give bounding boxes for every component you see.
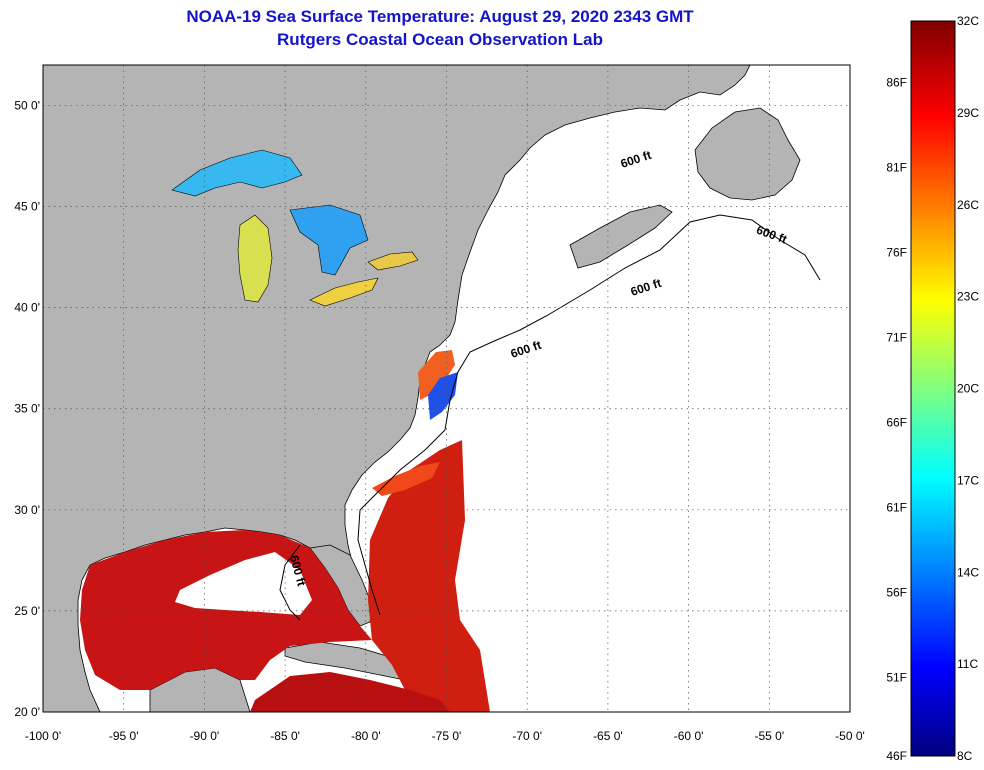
longitude-tick-labels: -100 0' -95 0' -90 0' -85 0' -80 0' -75 0' -70… [25,729,865,743]
colorbar-celsius-label: 26C [957,198,979,212]
latitude-tick-label: 45 0' [14,200,40,214]
latitude-tick-label: 35 0' [14,402,40,416]
longitude-tick-label: -100 0' [25,729,61,743]
colorbar [910,20,956,757]
colorbar-fahrenheit-label: 71F [886,330,907,344]
colorbar-celsius-label: 29C [957,106,979,120]
longitude-tick-label: -70 0' [512,729,542,743]
longitude-tick-label: -85 0' [270,729,300,743]
land-florida [309,544,373,627]
latitude-tick-labels: 20 0' 25 0' 30 0' 35 0' 40 0' 45 0' 50 0' [14,98,40,719]
colorbar-fahrenheit-label: 61F [886,501,907,515]
longitude-tick-label: -95 0' [109,729,139,743]
longitude-tick-label: -55 0' [754,729,784,743]
land-nova-scotia [569,204,673,269]
lake-superior [171,149,303,197]
latitude-tick-label: 40 0' [14,301,40,315]
title-line-2: Rutgers Coastal Ocean Observation Lab [277,30,603,49]
graticule [43,65,850,712]
longitude-tick-label: -90 0' [190,729,220,743]
colorbar-celsius-label: 11C [957,657,978,671]
lake-ontario [367,251,419,271]
sst-carolina-coast [372,462,440,496]
isobath-600ft [279,214,821,621]
sst-chesapeake [418,350,455,400]
latitude-tick-label: 50 0' [14,98,40,112]
colorbar-fahrenheit-label: 81F [886,160,907,174]
colorbar-celsius-label: 32C [957,14,979,28]
colorbar-fahrenheit-label: 66F [886,416,907,430]
colorbar-fahrenheit-label: 76F [886,245,907,259]
colorbar-celsius-label: 20C [957,382,979,396]
land-newfoundland [694,107,801,201]
lake-michigan [237,214,273,303]
gulf-no-data [175,552,312,615]
longitude-tick-label: -50 0' [835,729,865,743]
longitude-tick-label: -65 0' [593,729,623,743]
longitude-tick-label: -80 0' [351,729,381,743]
lake-huron [289,204,369,276]
colorbar-fahrenheit-label: 46F [886,749,907,763]
sst-delmarva-cool [428,372,458,420]
colorbar-fahrenheit-labels: 86F 81F 76F 71F 66F 61F 56F 51F 46F [886,75,907,763]
colorbar-celsius-label: 23C [957,290,979,304]
colorbar-fahrenheit-label: 51F [886,671,907,685]
land-north-america [43,65,751,712]
latitude-tick-label: 20 0' [14,705,40,719]
title-line-1: NOAA-19 Sea Surface Temperature: August … [186,7,694,26]
longitude-tick-label: -75 0' [432,729,462,743]
sst-caribbean [250,672,450,712]
colorbar-celsius-label: 8C [957,749,973,763]
latitude-tick-label: 30 0' [14,503,40,517]
longitude-tick-label: -60 0' [674,729,704,743]
colorbar-fahrenheit-label: 86F [886,75,907,89]
sst-atlantic-southeast [368,440,490,712]
latitude-tick-label: 25 0' [14,604,40,618]
colorbar-celsius-label: 17C [957,473,979,487]
map-frame [42,64,851,713]
colorbar-fahrenheit-label: 56F [886,586,907,600]
lake-erie [309,277,379,307]
colorbar-celsius-label: 14C [957,565,979,579]
colorbar-celsius-labels: 32C 29C 26C 23C 20C 17C 14C 11C 8C [957,14,979,763]
